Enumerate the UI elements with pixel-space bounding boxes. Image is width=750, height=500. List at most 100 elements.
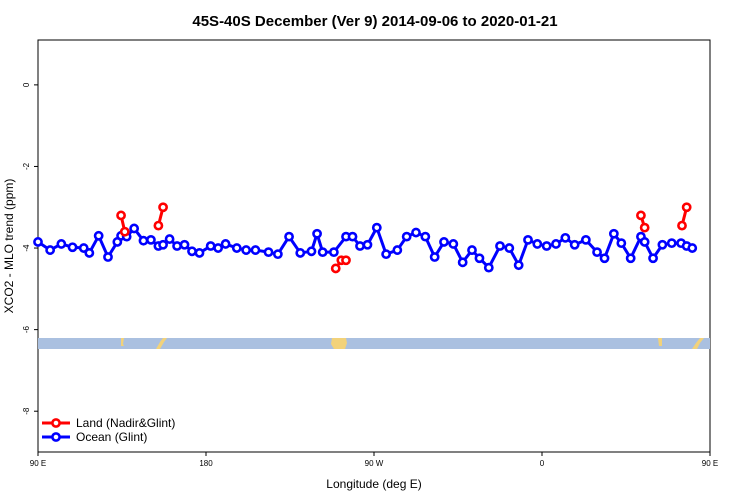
ocean-point: [401, 231, 412, 242]
x-tick-label: 90 E: [702, 459, 718, 468]
ocean-point: [551, 239, 561, 249]
land-point: [158, 202, 168, 213]
ocean-point: [138, 235, 149, 246]
ocean-point: [78, 243, 89, 253]
y-tick-label: -8: [22, 407, 31, 415]
ocean-point: [467, 245, 477, 255]
y-tick-label: -4: [22, 244, 31, 252]
ocean-point: [381, 249, 392, 260]
ocean-point: [457, 257, 468, 268]
ocean-point: [213, 243, 224, 253]
ocean-point: [474, 253, 485, 264]
land-point: [639, 222, 650, 233]
x-axis-ticks: 90 E 180 90 W 0 90 E: [30, 452, 718, 468]
ocean-point: [312, 228, 322, 239]
ocean-point: [194, 248, 205, 258]
ocean-point: [483, 262, 494, 273]
ocean-point: [495, 241, 505, 251]
x-tick-label: 90 E: [30, 459, 46, 468]
ocean-point: [392, 245, 403, 255]
coastline-strip: [38, 338, 710, 349]
ocean-point: [347, 231, 358, 242]
ocean-point: [84, 248, 95, 258]
ocean-point: [355, 241, 365, 251]
ocean-point: [420, 231, 431, 242]
y-axis-ticks: 0 -2 -4 -6 -8: [22, 82, 38, 415]
series-layer: [33, 202, 698, 274]
land-point: [116, 210, 126, 221]
ocean-point: [179, 239, 190, 250]
land-point: [119, 226, 130, 237]
ocean-point: [569, 239, 580, 250]
ocean-point: [513, 260, 524, 271]
x-tick-label: 90 W: [365, 459, 384, 468]
ocean-point: [532, 239, 543, 249]
ocean-point: [103, 252, 113, 262]
ocean-point: [687, 243, 698, 253]
land-point: [677, 220, 687, 231]
ocean-point: [616, 238, 627, 249]
ocean-point: [541, 241, 552, 251]
ocean-point: [625, 253, 636, 264]
x-tick-label: 0: [540, 459, 545, 468]
land-point: [153, 220, 164, 231]
land-point: [681, 202, 692, 213]
x-tick-label: 180: [199, 459, 213, 468]
ocean-point: [639, 237, 650, 247]
ocean-point: [241, 245, 252, 255]
ocean-point: [666, 238, 677, 249]
ocean-point: [284, 231, 294, 242]
ocean-point: [67, 242, 78, 253]
ocean-point: [93, 230, 104, 241]
land-point: [636, 210, 646, 221]
ocean-point: [45, 245, 56, 255]
ocean-point: [172, 241, 182, 251]
ocean-point: [328, 247, 339, 258]
ocean-point: [657, 239, 668, 250]
ocean-point: [205, 241, 216, 251]
ocean-point: [362, 239, 373, 250]
legend-marker: [51, 418, 61, 428]
legend-marker: [51, 432, 61, 442]
ocean-point: [504, 243, 515, 253]
ocean-point: [146, 234, 156, 245]
ocean-point: [220, 239, 231, 249]
ocean-point: [250, 245, 261, 255]
ocean-point: [56, 239, 67, 249]
ocean-point: [306, 246, 317, 257]
ocean-point: [295, 248, 306, 258]
legend: Land (Nadir&Glint)Ocean (Glint): [42, 416, 175, 444]
y-tick-label: -2: [22, 162, 31, 170]
ocean-point: [580, 234, 591, 245]
ocean-point: [592, 247, 602, 258]
ocean-point: [448, 239, 459, 249]
ocean-point: [33, 237, 43, 247]
chart-title: 45S-40S December (Ver 9) 2014-09-06 to 2…: [192, 13, 557, 30]
y-tick-label: -6: [22, 326, 31, 334]
ocean-point: [599, 253, 610, 264]
x-axis-label: Longitude (deg E): [326, 477, 421, 491]
ocean-point: [164, 234, 175, 244]
legend-label: Ocean (Glint): [76, 430, 147, 444]
ocean-point: [439, 237, 449, 247]
ocean-point: [371, 222, 382, 233]
ocean-point: [317, 247, 328, 258]
ocean-point: [187, 246, 197, 257]
ocean-point: [648, 253, 658, 264]
land-point: [330, 263, 341, 274]
ocean-point: [272, 249, 283, 260]
y-tick-label: 0: [22, 82, 31, 87]
ocean-point: [608, 228, 619, 239]
legend-label: Land (Nadir&Glint): [76, 416, 175, 430]
ocean-point: [263, 247, 274, 258]
ocean-point: [129, 223, 140, 234]
ocean-point: [158, 239, 168, 250]
ocean-point: [411, 227, 421, 238]
y-axis-label: XCO2 - MLO trend (ppm): [2, 179, 16, 314]
land-point: [341, 255, 351, 266]
ocean-point: [429, 252, 440, 262]
ocean-point: [523, 234, 533, 245]
ocean-point: [560, 232, 571, 243]
ocean-point: [231, 243, 242, 253]
